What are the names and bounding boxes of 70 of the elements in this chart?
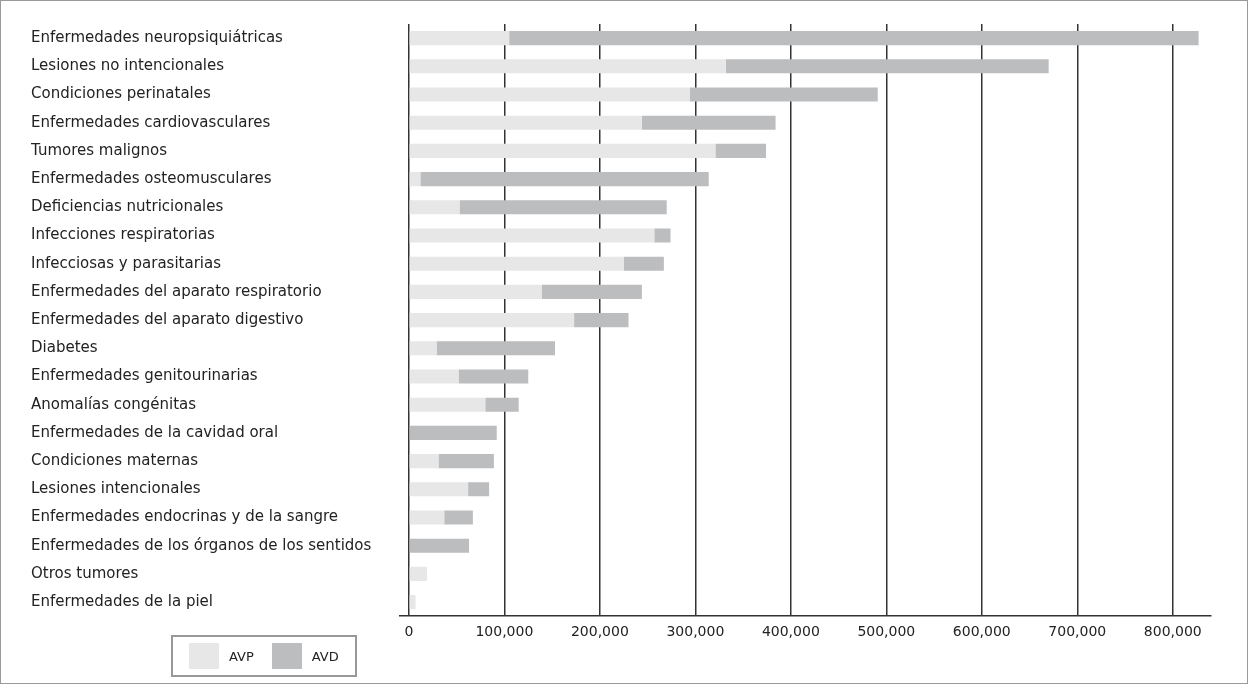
y-tick-label: Infecciones respiratorias	[31, 225, 216, 244]
bar	[509, 31, 1199, 46]
y-tick-label: Enfermedades endocrinas y de la sangre	[31, 507, 338, 526]
bar	[641, 115, 776, 130]
y-tick-label: Diabetes	[31, 338, 98, 357]
y-tick-label: Deficiencias nutricionales	[31, 197, 224, 216]
y-tick-label: Enfermedades del aparato digestivo	[31, 309, 304, 328]
bar	[409, 87, 690, 102]
bar	[574, 313, 629, 328]
bar	[444, 510, 473, 525]
bar	[409, 425, 497, 440]
bar	[420, 172, 709, 187]
x-tick-label: 400,000	[761, 623, 820, 640]
bar	[689, 87, 878, 102]
y-tick-label: Condiciones perinatales	[31, 84, 212, 103]
y-tick-label: Lesiones intencionales	[31, 479, 201, 498]
bar	[409, 369, 459, 384]
y-tick-label: Infecciosas y parasitarias	[31, 253, 222, 272]
x-tick-label: 500,000	[857, 623, 916, 640]
bar	[409, 510, 445, 525]
bar	[459, 200, 667, 215]
y-tick-label: Tumores malignos	[30, 140, 168, 159]
x-tick-label: 800,000	[1143, 623, 1202, 640]
bar	[725, 59, 1049, 74]
bar	[409, 313, 575, 328]
y-tick-label: Enfermedades del aparato respiratorio	[31, 281, 322, 300]
bar	[409, 595, 416, 610]
bar	[409, 566, 428, 581]
legend-label: AVD	[311, 648, 339, 664]
x-tick-label: 100,000	[475, 623, 534, 640]
bar	[409, 538, 470, 553]
x-tick-label: 600,000	[952, 623, 1011, 640]
bar	[541, 284, 642, 299]
y-tick-label: Enfermedades osteomusculares	[31, 168, 272, 187]
bar	[409, 341, 437, 356]
y-tick-label: Enfermedades genitourinarias	[31, 366, 258, 385]
bar	[654, 228, 671, 243]
bar	[623, 256, 664, 271]
bar	[409, 31, 510, 46]
y-tick-label: Enfermedades cardiovasculares	[31, 112, 271, 131]
x-tick-label: 300,000	[666, 623, 725, 640]
y-tick-label: Enfermedades de la cavidad oral	[31, 422, 279, 441]
bar	[485, 397, 519, 412]
bar	[409, 59, 726, 74]
legend-label: AVP	[229, 648, 254, 664]
x-tick-label: 200,000	[570, 623, 629, 640]
bar	[409, 256, 624, 271]
y-tick-label: Condiciones maternas	[31, 450, 199, 469]
bar	[409, 172, 421, 187]
bar	[468, 482, 490, 497]
bar	[436, 341, 555, 356]
y-tick-label: Enfermedades de los órganos de los sentidos	[31, 535, 372, 554]
bar	[409, 228, 655, 243]
y-tick-label: Otros tumores	[31, 563, 139, 582]
bar	[409, 115, 642, 130]
x-tick-label: 0	[404, 623, 414, 640]
bar	[409, 200, 460, 215]
bar	[458, 369, 529, 384]
x-tick-label: 700,000	[1048, 623, 1107, 640]
y-tick-label: Lesiones no intencionales	[31, 56, 225, 75]
y-tick-label: Enfermedades de la piel	[31, 591, 214, 610]
y-tick-label: Enfermedades neuropsiquiátricas	[31, 27, 284, 46]
bar	[438, 454, 494, 469]
bar	[409, 397, 486, 412]
bar	[409, 143, 716, 158]
bar	[409, 454, 439, 469]
bar	[409, 482, 469, 497]
y-tick-label: Anomalías congénitas	[31, 394, 197, 413]
bar	[715, 143, 767, 158]
bar	[409, 284, 542, 299]
